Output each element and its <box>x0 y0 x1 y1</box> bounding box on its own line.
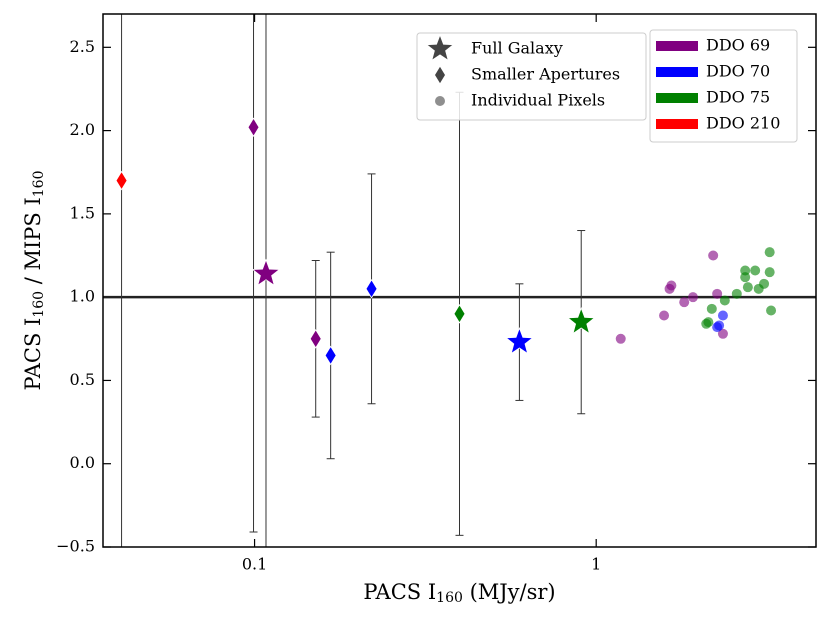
pixel-marker <box>679 297 690 308</box>
error-bar <box>249 14 258 533</box>
x-tick-label: 1 <box>591 555 601 574</box>
diamond-marker <box>324 345 337 366</box>
pixel-marker <box>731 288 742 299</box>
y-tick-label: −0.5 <box>56 537 95 556</box>
y-axis-label-part: / MIPS I <box>21 197 45 291</box>
y-tick-label: 1.0 <box>70 287 95 306</box>
y-axis-label: PACS I160 / MIPS I160 <box>21 171 48 391</box>
star-marker <box>566 306 596 335</box>
pixel-marker <box>706 303 717 314</box>
x-tick-label: 0.1 <box>242 555 267 574</box>
legend-label: DDO 70 <box>706 62 770 81</box>
pixel-marker <box>750 265 761 276</box>
star-marker <box>505 326 534 355</box>
diamond-marker <box>115 170 128 191</box>
pixel-marker <box>435 96 445 106</box>
legend-swatch <box>656 93 698 103</box>
pixel-marker <box>708 250 719 261</box>
star-marker <box>251 258 281 287</box>
diamond-marker <box>365 279 378 299</box>
pixel-marker <box>659 310 670 321</box>
pixel-marker <box>766 305 777 316</box>
pixel-marker <box>717 328 728 339</box>
x-axis-label-part: (MJy/sr) <box>463 580 556 604</box>
y-tick-label: 2.0 <box>70 120 95 139</box>
pixel-marker <box>712 288 723 299</box>
diamond-marker <box>247 117 260 138</box>
pixel-marker <box>687 292 698 303</box>
axes-frame <box>102 13 817 548</box>
legend-swatch <box>656 41 698 51</box>
legend-label: Full Galaxy <box>471 39 563 58</box>
legend-label: DDO 75 <box>706 88 770 107</box>
legend-box <box>416 32 647 121</box>
pixel-marker <box>714 320 725 331</box>
y-tick-label: 1.5 <box>70 203 95 222</box>
pixel-marker <box>719 295 730 306</box>
legend-box <box>649 29 798 143</box>
pixel-marker <box>764 267 775 278</box>
pixel-marker <box>759 278 770 289</box>
legend-label: Smaller Apertures <box>471 65 620 84</box>
diamond-marker <box>434 65 446 85</box>
pixel-marker <box>701 318 712 329</box>
pixel-marker <box>742 282 753 293</box>
legend-swatch <box>656 67 698 77</box>
error-bar <box>121 14 123 547</box>
pixel-marker <box>615 333 626 344</box>
diamond-marker <box>309 329 322 349</box>
legend-label: Individual Pixels <box>471 91 605 110</box>
y-tick-label: 0.0 <box>70 453 95 472</box>
x-axis-label-part: 160 <box>436 590 463 606</box>
plot-area <box>103 14 816 547</box>
y-axis-label-part: PACS I <box>21 318 45 391</box>
x-axis-label: PACS I160 (MJy/sr) <box>363 580 555 607</box>
star-marker <box>425 33 455 62</box>
legend-label: DDO 210 <box>706 114 780 133</box>
error-bar <box>265 14 267 547</box>
legend-label: DDO 69 <box>706 36 770 55</box>
y-tick-label: 2.5 <box>70 37 95 56</box>
y-axis-label-part: 160 <box>31 291 47 318</box>
pixel-marker <box>740 272 751 283</box>
pixel-marker <box>717 310 728 321</box>
x-axis-label-part: PACS I <box>363 580 436 604</box>
y-tick-label: 0.5 <box>70 370 95 389</box>
y-axis-label-part: 160 <box>31 171 47 198</box>
pixel-marker <box>666 280 677 291</box>
diamond-marker <box>453 304 466 324</box>
legend-swatch <box>656 119 698 129</box>
pixel-marker <box>764 247 775 258</box>
